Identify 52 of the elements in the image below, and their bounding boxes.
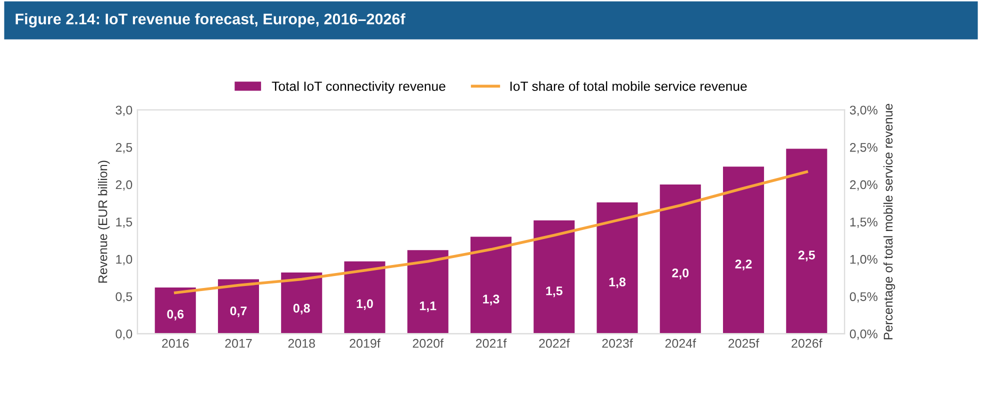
x-tick-label: 2024f (665, 338, 696, 348)
y-tick-label: 1,0 (116, 254, 132, 266)
x-tick-label: 2026f (792, 338, 822, 348)
chart-title: Figure 2.14: IoT revenue forecast, Europe, 2016–2026f (16, 13, 406, 28)
data-label: 1,5 (546, 286, 562, 298)
y-tick-label: 3,0 (116, 106, 132, 116)
y-tick-label: 0,0 (116, 330, 132, 340)
y2-tick-label: 2,0% (850, 180, 878, 191)
bar (344, 261, 386, 334)
data-label: 2,0 (672, 268, 689, 280)
x-tick-label: 2016 (162, 338, 189, 348)
y-tick-label: 2,0 (116, 180, 132, 191)
bar (534, 220, 575, 334)
bar (218, 279, 260, 334)
data-label: 0,6 (167, 310, 184, 320)
x-tick-label: 2023f (602, 338, 633, 348)
bar (407, 250, 448, 334)
data-label: 0,7 (230, 306, 247, 318)
y2-axis-title: Percentage of total mobile service revenue (883, 104, 896, 340)
bar (723, 166, 764, 334)
y2-tick-label: 2,5% (850, 143, 878, 154)
x-tick-label: 2019f (350, 338, 380, 348)
y2-tick-label: 0,0% (850, 330, 878, 340)
bar (154, 287, 196, 334)
x-tick-label: 2020f (412, 338, 444, 348)
legend-label: IoT share of total mobile service revenue (510, 81, 747, 91)
legend-label: Total IoT connectivity revenue (272, 81, 446, 94)
x-tick-label: 2022f (539, 338, 570, 348)
x-tick-label: 2025f (728, 338, 760, 348)
y-axis-title: Revenue (EUR billion) (98, 160, 110, 283)
x-tick-label: 2021f (476, 338, 507, 348)
x-tick-label: 2017 (225, 338, 252, 348)
data-label: 1,1 (420, 302, 436, 312)
y2-tick-label: 3,0% (850, 106, 878, 116)
y-tick-label: 0,5 (116, 292, 132, 303)
y-tick-label: 2,5 (116, 143, 132, 154)
data-label: 1,3 (483, 294, 500, 306)
bar (660, 184, 701, 334)
x-tick-label: 2018 (288, 338, 315, 348)
y2-tick-label: 1,5% (850, 218, 878, 228)
data-label: 1,8 (609, 278, 626, 288)
y2-tick-label: 0,5% (850, 292, 878, 303)
bar (281, 272, 322, 334)
y2-tick-label: 1,0% (850, 254, 878, 266)
data-label: 0,8 (293, 304, 310, 314)
y-tick-label: 1,5 (116, 218, 132, 228)
data-label: 2,2 (735, 260, 752, 270)
data-label: 2,5 (798, 250, 815, 262)
data-label: 1,0 (356, 299, 373, 310)
bar (470, 236, 512, 334)
bar (786, 148, 828, 334)
bar (596, 202, 638, 334)
